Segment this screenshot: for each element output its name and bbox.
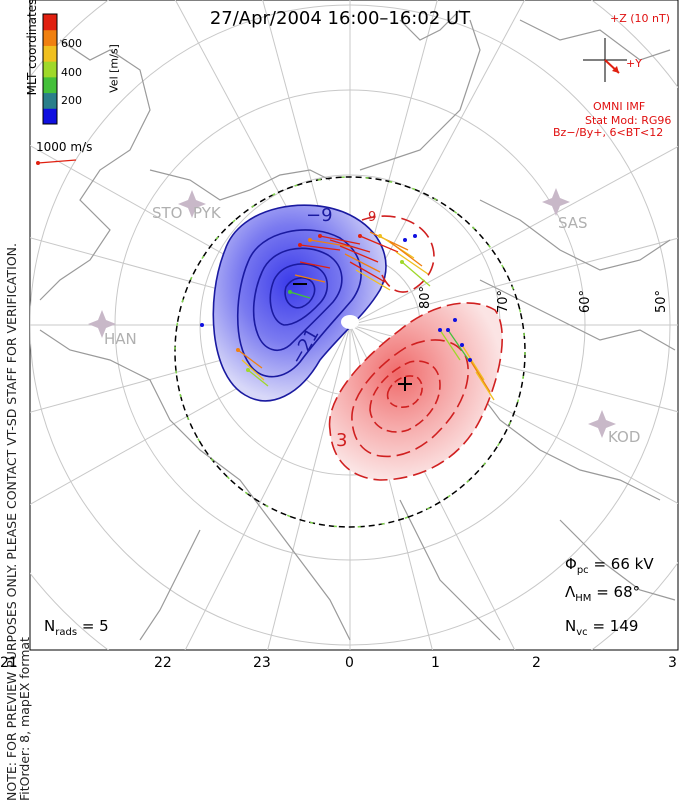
- stat-model-line1: Stat Mod: RG96: [585, 114, 672, 127]
- mlt-tick-2: 2: [532, 655, 541, 671]
- mlt-tick-22: 22: [154, 655, 172, 671]
- lat-label-70: 70°: [496, 289, 512, 314]
- n-rads: Nrads = 5: [44, 617, 109, 638]
- colorbar-tick-600: 600: [61, 37, 82, 50]
- station-markers: [88, 188, 616, 438]
- imf-y-label: +Y: [626, 57, 642, 70]
- station-label-sas: SAS: [558, 214, 588, 232]
- mlt-tick-3: 3: [668, 655, 677, 671]
- convection-map: [29, 0, 679, 651]
- colorbar-swatch: [43, 76, 57, 94]
- colorbar-label: Vel [m/s]: [107, 44, 121, 93]
- velocity-scale-arrow: [36, 159, 77, 165]
- colorbar-swatch: [43, 14, 57, 31]
- contour-label-3: 3: [336, 430, 348, 451]
- lambda-value: = 68°: [596, 583, 641, 601]
- colorbar-swatch: [43, 61, 57, 78]
- mlt-tick-0: 0: [345, 655, 354, 671]
- pole-marker: [341, 315, 359, 329]
- lambda-symbol: ΛHM: [565, 583, 592, 604]
- hm-boundary-markers: [174, 176, 526, 528]
- phi-pc: Φpc = 66 kV: [565, 555, 654, 576]
- nrads-value: = 5: [81, 617, 109, 635]
- n-vc: Nvc = 149: [565, 617, 638, 638]
- colorbar-swatch: [43, 108, 57, 125]
- phi-symbol: Φpc: [565, 555, 589, 576]
- contour-label-9: 9: [368, 210, 377, 225]
- velocity-scale-label: 1000 m/s: [36, 140, 93, 154]
- coords-label: MLT coordinates: [25, 0, 39, 96]
- colorbar-swatch: [43, 45, 57, 62]
- nvc-value: = 149: [592, 617, 639, 635]
- imf-z-label: +Z (10 nT): [610, 12, 671, 25]
- station-label-pyk: PYK: [193, 204, 221, 222]
- lat-label-80: 80°: [418, 285, 434, 310]
- velocity-colorbar: [42, 13, 58, 125]
- coastlines: [39, 9, 676, 641]
- colorbar-tick-200: 200: [61, 94, 82, 107]
- nvc-symbol: Nvc: [565, 617, 588, 638]
- preview-note: NOTE: FOR PREVIEW PURPOSES ONLY. PLEASE …: [4, 181, 32, 801]
- nrads-symbol: Nrads: [44, 617, 78, 638]
- station-label-sto: STO: [152, 204, 183, 222]
- mlt-tick-23: 23: [253, 655, 271, 671]
- stat-model-line2: Bz−/By+, 6<BT<12: [553, 126, 664, 139]
- imf-clock: [583, 38, 627, 82]
- lat-label-50: 50°: [654, 289, 670, 314]
- station-label-kod: KOD: [608, 428, 641, 446]
- velocity-origins: [200, 234, 472, 372]
- contour-label-minus9: −9: [306, 205, 333, 226]
- fit-order-line: FitOrder: 8, mapEX format: [17, 637, 32, 801]
- preview-note-line1: NOTE: FOR PREVIEW PURPOSES ONLY. PLEASE …: [4, 243, 19, 801]
- lat-label-60: 60°: [578, 289, 594, 314]
- phi-value: = 66 kV: [593, 555, 654, 573]
- velocity-vectors: [237, 231, 495, 401]
- station-label-han: HAN: [104, 330, 137, 348]
- positive-potential-cell: [328, 215, 503, 481]
- colorbar-swatch: [43, 29, 57, 46]
- mlt-tick-1: 1: [431, 655, 440, 671]
- map-title: 27/Apr/2004 16:00–16:02 UT: [209, 8, 471, 29]
- mlt-tick-21: 21: [0, 655, 18, 671]
- colorbar-swatch: [43, 92, 57, 109]
- imf-source: OMNI IMF: [593, 100, 646, 113]
- colorbar-tick-400: 400: [61, 66, 82, 79]
- lambda-hm: ΛHM = 68°: [565, 583, 640, 604]
- colorbar-border: [42, 13, 58, 125]
